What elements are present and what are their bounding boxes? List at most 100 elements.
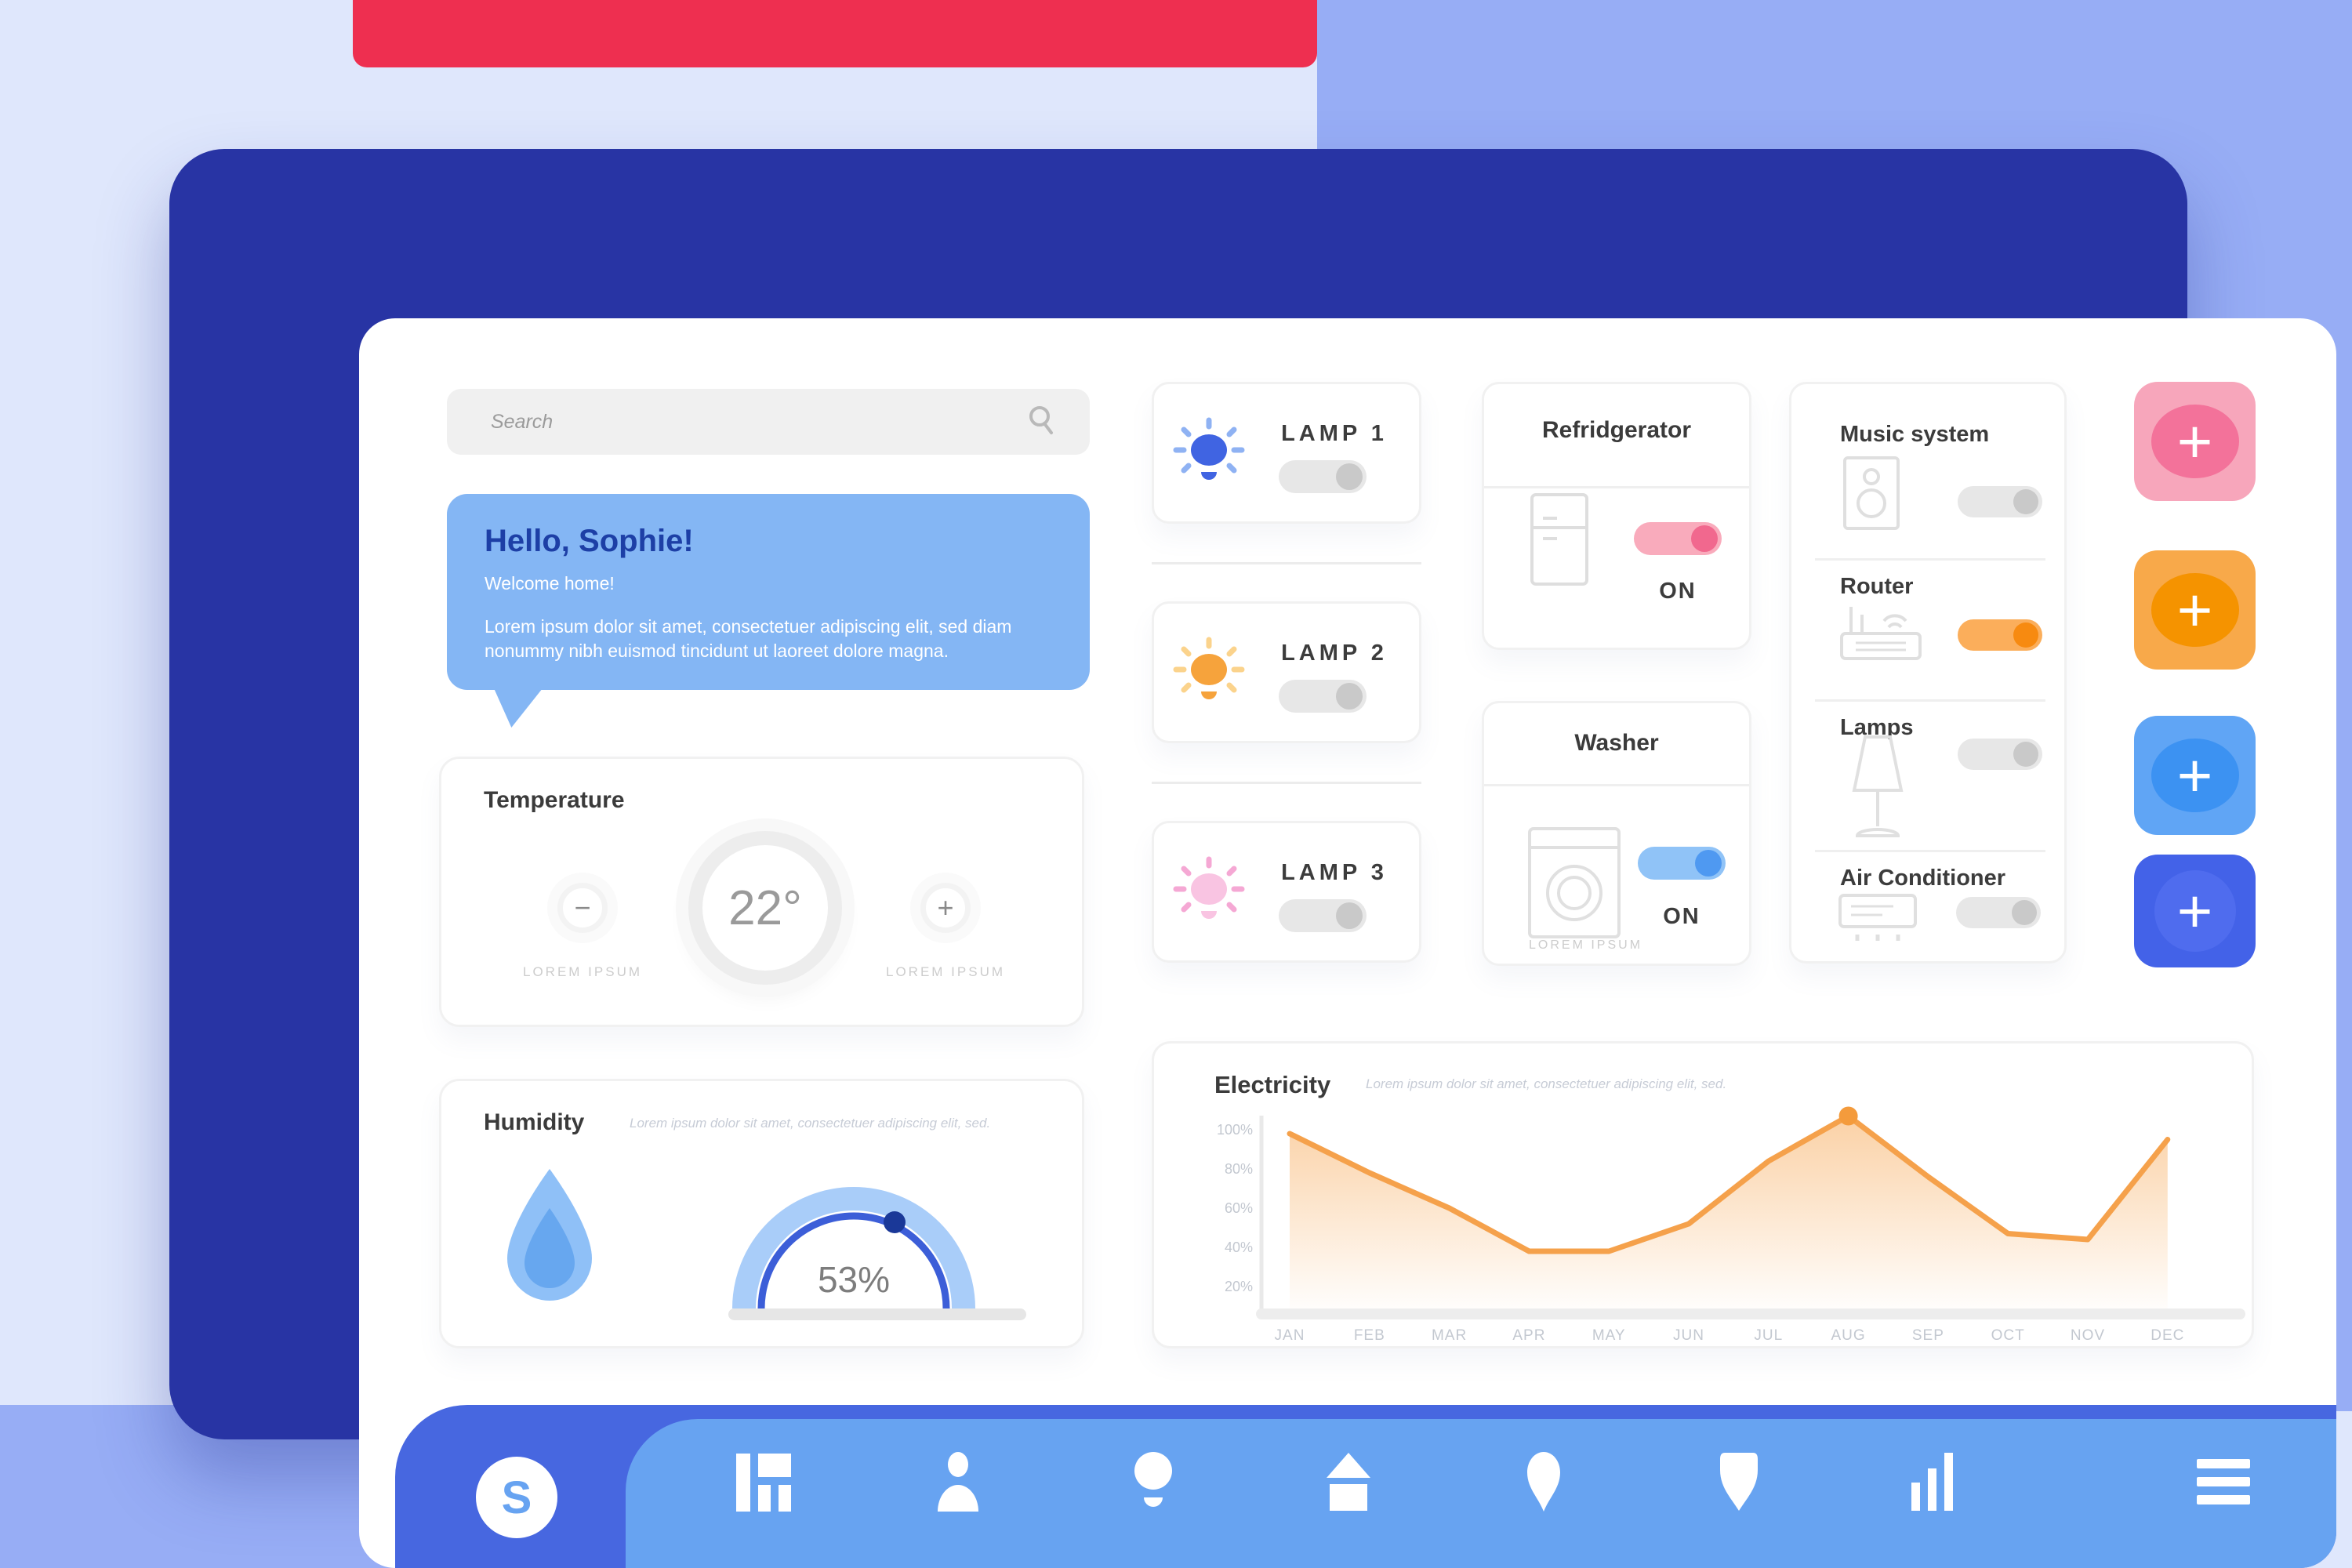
toggle-knob[interactable] [1695,850,1722,877]
welcome-card-tail [494,688,543,728]
nav-lamp-icon[interactable] [1125,1452,1181,1510]
lamp-2-card: LAMP 2 [1152,601,1421,743]
nav-location-icon[interactable] [1515,1452,1572,1512]
nav-menu-icon[interactable] [2195,1454,2252,1510]
minus-icon: − [574,891,591,924]
electricity-card: Electricity Lorem ipsum dolor sit amet, … [1152,1041,2254,1348]
svg-text:DEC: DEC [2151,1327,2184,1344]
nav-stats-icon[interactable] [1905,1453,1962,1511]
temperature-dial[interactable]: 22° [688,831,842,985]
temperature-increase-button[interactable]: + [920,883,971,933]
plus-icon: + [2151,573,2239,647]
refrigerator-status: ON [1659,579,1697,604]
temperature-card: Temperature − 22° + LOREM IPSUM LOREM IP… [439,757,1084,1027]
nav-dashboard-icon[interactable] [735,1454,791,1512]
lamp-1-card: LAMP 1 [1152,382,1421,524]
divider [1815,558,2045,561]
toggle-knob[interactable] [2013,742,2038,767]
dashboard-screen: Hello, Sophie! Welcome home! Lorem ipsum… [359,318,2336,1568]
divider [1152,562,1421,564]
svg-text:40%: 40% [1225,1240,1253,1255]
welcome-body: Lorem ipsum dolor sit amet, consectetuer… [485,616,1012,662]
washer-card: Washer ON LOREM IPSUM [1482,701,1751,966]
temperature-decrease-button[interactable]: − [557,883,608,933]
lamp-1-toggle[interactable] [1279,460,1367,493]
plus-icon: + [2154,870,2236,952]
welcome-title: Hello, Sophie! [485,524,694,558]
air-conditioner-toggle[interactable] [1956,897,2041,928]
search-input[interactable] [447,389,1025,455]
humidity-gauge[interactable] [689,1164,1018,1325]
divider [1152,782,1421,784]
lamp-3-label: LAMP 3 [1281,860,1388,885]
lamp-1-label: LAMP 1 [1281,421,1388,446]
toggle-knob[interactable] [1691,525,1718,552]
divider [1815,850,2045,852]
lamp-3-toggle[interactable] [1279,899,1367,932]
toggle-knob[interactable] [1336,463,1363,490]
nav-shield-icon[interactable] [1711,1453,1767,1511]
svg-text:APR: APR [1512,1327,1545,1344]
lamp-3-card: LAMP 3 [1152,821,1421,963]
nav-bar [626,1419,2336,1568]
router-toggle[interactable] [1958,619,2042,651]
toggle-knob[interactable] [1336,902,1363,929]
add-device-button-light-blue[interactable]: + [2134,716,2256,835]
washer-status: ON [1663,904,1700,929]
toggle-knob[interactable] [2013,622,2038,648]
search-icon[interactable] [1025,404,1058,441]
water-drop-icon [496,1164,603,1306]
electricity-area-chart: 100% 80% 60% 40% 20% JAN FEB MAR APR MAY JUN JUL AUG… [1217,1106,2245,1344]
divider [1815,699,2045,702]
toggle-knob[interactable] [2013,489,2038,514]
add-device-button-blue[interactable]: + [2134,855,2256,967]
svg-text:MAY: MAY [1592,1327,1626,1344]
toggle-knob[interactable] [2012,900,2037,925]
refrigerator-icon [1530,493,1588,590]
nav-user-icon[interactable] [930,1452,986,1512]
temperature-value: 22° [728,880,802,935]
bulb-icon-blue [1171,416,1247,498]
washer-toggle[interactable] [1638,847,1726,880]
temperature-title: Temperature [484,787,625,813]
svg-text:MAR: MAR [1432,1327,1467,1344]
lamp-icon [1846,735,1909,848]
music-system-toggle[interactable] [1958,486,2042,517]
router-icon [1840,597,1922,666]
lamp-2-label: LAMP 2 [1281,641,1388,666]
welcome-card: Hello, Sophie! Welcome home! Lorem ipsum… [447,494,1090,690]
device-router-label: Router [1840,574,1914,599]
lamp-2-toggle[interactable] [1279,680,1367,713]
svg-text:JUN: JUN [1673,1327,1704,1344]
svg-text:NOV: NOV [2071,1327,2105,1344]
washer-icon [1528,827,1621,942]
humidity-note: Lorem ipsum dolor sit amet, consectetuer… [630,1116,991,1131]
add-device-button-pink[interactable]: + [2134,382,2256,501]
lamps-toggle[interactable] [1958,739,2042,770]
svg-text:60%: 60% [1225,1200,1253,1216]
search-bar[interactable] [447,389,1090,455]
svg-text:OCT: OCT [1991,1327,2025,1344]
device-ac-label: Air Conditioner [1840,866,2006,891]
refrigerator-title: Refridgerator [1541,417,1692,443]
svg-text:JAN: JAN [1275,1327,1305,1344]
svg-text:80%: 80% [1225,1161,1253,1177]
humidity-card: Humidity Lorem ipsum dolor sit amet, con… [439,1079,1084,1348]
devices-card: Music system Router [1789,382,2067,964]
electricity-title: Electricity [1214,1071,1331,1098]
svg-text:FEB: FEB [1354,1327,1385,1344]
humidity-value: 53% [817,1259,891,1300]
add-device-button-orange[interactable]: + [2134,550,2256,670]
background-red-accent-bar [353,0,1317,67]
gauge-handle[interactable] [884,1211,906,1233]
welcome-subtitle: Welcome home! [485,573,615,593]
svg-text:AUG: AUG [1831,1327,1866,1344]
nav-home-icon[interactable] [1320,1453,1377,1511]
toggle-knob[interactable] [1336,683,1363,710]
washer-caption: LOREM IPSUM [1529,938,1643,952]
humidity-title: Humidity [484,1109,585,1135]
refrigerator-toggle[interactable] [1634,522,1722,555]
svg-text:20%: 20% [1225,1279,1253,1294]
plus-icon: + [2151,739,2239,812]
app-logo[interactable]: S [476,1457,557,1538]
